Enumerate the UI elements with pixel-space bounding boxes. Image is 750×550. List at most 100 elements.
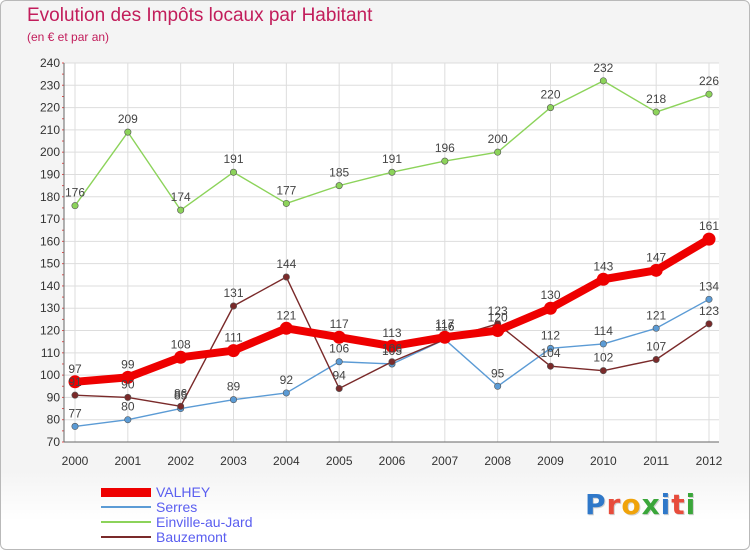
data-point-serres xyxy=(124,416,132,424)
data-point-serres xyxy=(652,324,660,332)
x-tick-label: 2009 xyxy=(537,454,564,468)
legend-label-einville-au-jard: Einville-au-Jard xyxy=(156,514,253,530)
data-point-valhey xyxy=(649,263,663,277)
data-label-einville-au-jard: 209 xyxy=(118,112,138,126)
logo-letter: t xyxy=(671,488,686,521)
data-label-bauzemont: 94 xyxy=(332,368,346,382)
legend-swatch-serres xyxy=(101,506,151,508)
logo-letter: i xyxy=(660,488,672,521)
data-label-bauzemont: 131 xyxy=(223,286,243,300)
x-tick-label: 2010 xyxy=(590,454,617,468)
x-tick-label: 2005 xyxy=(326,454,353,468)
data-point-valhey xyxy=(68,375,82,389)
data-point-bauzemont xyxy=(335,384,343,392)
x-tick-label: 2007 xyxy=(431,454,458,468)
data-point-valhey xyxy=(544,301,557,315)
data-label-einville-au-jard: 218 xyxy=(646,92,666,106)
data-point-einville-au-jard xyxy=(335,182,343,190)
data-point-einville-au-jard xyxy=(546,104,554,112)
data-label-serres: 80 xyxy=(121,400,135,414)
data-label-serres: 112 xyxy=(541,328,560,342)
data-point-valhey xyxy=(491,324,505,338)
data-point-serres xyxy=(282,389,290,397)
legend-label-serres: Serres xyxy=(156,499,198,515)
y-tick-label: 210 xyxy=(40,123,60,137)
data-label-bauzemont: 123 xyxy=(488,304,508,318)
data-label-valhey: 143 xyxy=(593,259,613,273)
data-label-bauzemont: 106 xyxy=(382,342,402,356)
data-label-bauzemont: 86 xyxy=(174,386,188,400)
data-label-einville-au-jard: 226 xyxy=(699,74,719,88)
data-point-einville-au-jard xyxy=(599,77,607,85)
data-label-valhey: 130 xyxy=(540,288,560,302)
data-point-serres xyxy=(230,396,238,404)
data-point-bauzemont xyxy=(124,393,132,401)
y-tick-label: 200 xyxy=(40,145,60,159)
data-point-bauzemont xyxy=(177,402,185,410)
x-tick-label: 2003 xyxy=(220,454,247,468)
y-tick-label: 120 xyxy=(40,324,60,338)
data-point-einville-au-jard xyxy=(177,206,185,214)
legend-item-valhey: VALHEY xyxy=(101,485,361,500)
y-tick-label: 160 xyxy=(40,234,60,248)
data-label-serres: 89 xyxy=(227,380,241,394)
data-point-einville-au-jard xyxy=(494,148,502,156)
data-point-einville-au-jard xyxy=(71,202,79,210)
y-tick-label: 220 xyxy=(40,101,60,115)
data-label-valhey: 117 xyxy=(330,317,349,331)
y-tick-label: 150 xyxy=(40,257,60,271)
legend-item-einville-au-jard: Einville-au-Jard xyxy=(101,515,361,530)
data-label-serres: 116 xyxy=(435,319,454,333)
data-label-valhey: 113 xyxy=(382,326,401,340)
data-label-serres: 114 xyxy=(594,324,613,338)
y-tick-label: 240 xyxy=(40,56,60,70)
data-point-bauzemont xyxy=(599,367,607,375)
data-point-serres xyxy=(599,340,607,348)
data-point-valhey xyxy=(385,339,399,353)
legend: VALHEY Serres Einville-au-Jard Bauzemont xyxy=(101,485,361,545)
data-label-serres: 121 xyxy=(646,308,666,322)
data-label-valhey: 147 xyxy=(646,250,666,264)
data-point-serres xyxy=(71,422,79,430)
y-tick-label: 80 xyxy=(47,413,61,427)
x-tick-label: 2006 xyxy=(379,454,406,468)
x-tick-label: 2008 xyxy=(484,454,511,468)
data-point-einville-au-jard xyxy=(441,157,449,165)
data-label-serres: 85 xyxy=(174,389,188,403)
y-tick-label: 140 xyxy=(40,279,60,293)
data-point-bauzemont xyxy=(705,320,713,328)
x-tick-label: 2001 xyxy=(114,454,141,468)
data-point-serres xyxy=(335,358,343,366)
data-label-bauzemont: 104 xyxy=(540,346,560,360)
data-label-einville-au-jard: 200 xyxy=(488,132,508,146)
data-label-serres: 92 xyxy=(280,373,294,387)
x-tick-label: 2000 xyxy=(62,454,89,468)
data-point-bauzemont xyxy=(388,358,396,366)
data-label-serres: 95 xyxy=(491,366,505,380)
proxiti-logo: Proxiti xyxy=(585,488,696,521)
y-tick-label: 170 xyxy=(40,212,60,226)
data-point-einville-au-jard xyxy=(652,108,660,116)
data-label-serres: 105 xyxy=(382,344,402,358)
y-tick-label: 130 xyxy=(40,301,60,315)
x-tick-label: 2012 xyxy=(696,454,723,468)
data-label-einville-au-jard: 220 xyxy=(540,88,560,102)
logo-letter: o xyxy=(621,488,642,521)
data-label-bauzemont: 91 xyxy=(68,375,82,389)
data-point-serres xyxy=(546,344,554,352)
data-label-einville-au-jard: 174 xyxy=(171,190,191,204)
logo-letter: r xyxy=(606,488,622,521)
data-point-valhey xyxy=(121,370,135,384)
data-label-valhey: 121 xyxy=(276,308,296,322)
legend-label-bauzemont: Bauzemont xyxy=(156,529,227,545)
y-tick-label: 180 xyxy=(40,190,60,204)
data-label-einville-au-jard: 196 xyxy=(435,141,455,155)
data-label-valhey: 120 xyxy=(488,311,508,325)
data-point-bauzemont xyxy=(71,391,79,399)
logo-letter: x xyxy=(641,488,661,521)
data-point-bauzemont xyxy=(546,362,554,370)
y-tick-label: 90 xyxy=(47,390,61,404)
data-label-einville-au-jard: 191 xyxy=(223,152,243,166)
data-label-einville-au-jard: 232 xyxy=(593,61,613,75)
data-point-einville-au-jard xyxy=(124,128,132,136)
